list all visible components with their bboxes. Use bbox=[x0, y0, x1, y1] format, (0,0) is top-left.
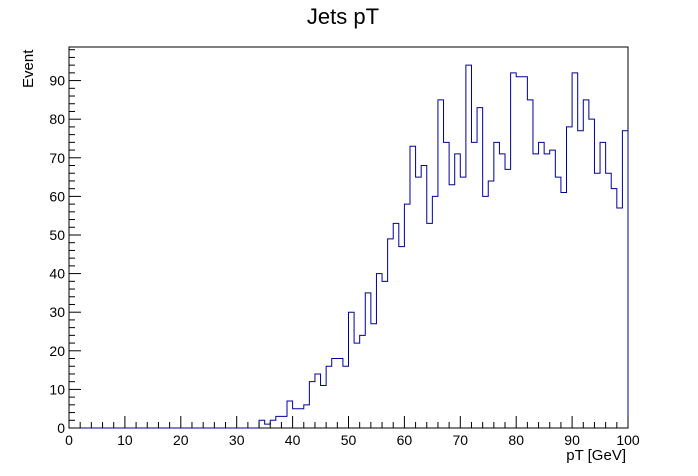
y-tick-label: 70 bbox=[49, 150, 65, 166]
histogram-series-line bbox=[69, 64, 629, 429]
y-tick-label: 40 bbox=[49, 266, 65, 282]
plot-frame bbox=[68, 46, 629, 429]
x-tick-label: 70 bbox=[453, 432, 469, 448]
x-tick-label: 30 bbox=[229, 432, 245, 448]
x-tick-label: 0 bbox=[65, 432, 73, 448]
x-tick-label: 90 bbox=[564, 432, 580, 448]
y-tick-label: 50 bbox=[49, 227, 65, 243]
y-tick-label: 80 bbox=[49, 111, 65, 127]
x-tick-label: 60 bbox=[397, 432, 413, 448]
x-tick-label: 100 bbox=[616, 432, 640, 448]
plot-area bbox=[68, 46, 629, 429]
y-tick-label: 90 bbox=[49, 73, 65, 89]
chart-title: Jets pT bbox=[307, 4, 379, 29]
y-tick-label: 0 bbox=[57, 420, 65, 436]
y-tick-label: 60 bbox=[49, 188, 65, 204]
x-tick-label: 40 bbox=[285, 432, 301, 448]
x-tick-label: 50 bbox=[341, 432, 357, 448]
x-tick-label: 10 bbox=[117, 432, 133, 448]
y-tick-label: 10 bbox=[49, 381, 65, 397]
y-axis: 0 10 20 30 40 50 60 70 80 90 bbox=[49, 49, 81, 436]
y-tick-label: 20 bbox=[49, 343, 65, 359]
x-axis-label: pT [GeV] bbox=[566, 447, 626, 464]
x-tick-label: 20 bbox=[173, 432, 189, 448]
y-tick-label: 30 bbox=[49, 304, 65, 320]
x-axis: 0 10 20 30 40 50 60 70 80 90 100 bbox=[65, 416, 640, 448]
y-axis-label: Event bbox=[20, 49, 37, 88]
x-tick-label: 80 bbox=[508, 432, 524, 448]
